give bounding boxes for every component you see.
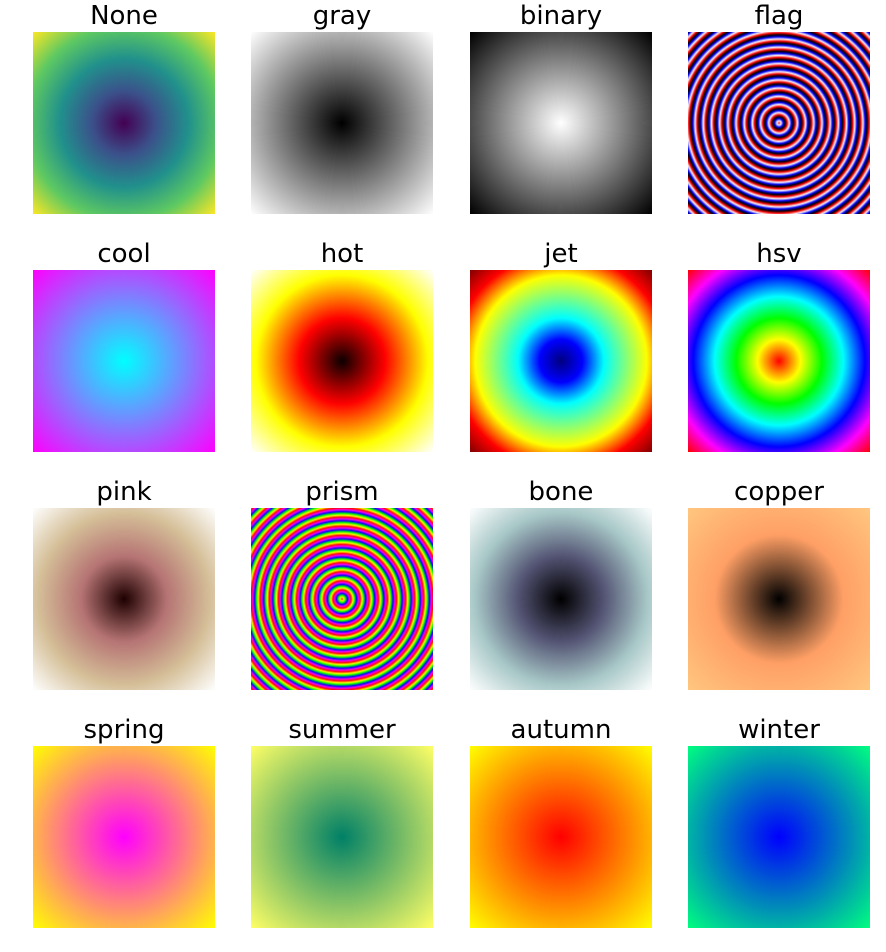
colormap-panel-copper: copper [688, 476, 870, 690]
colormap-image-spring [33, 746, 215, 928]
colormap-panel-cool: cool [33, 238, 215, 452]
panel-title: hot [251, 238, 433, 270]
panel-title: summer [251, 714, 433, 746]
colormap-image-copper [688, 508, 870, 690]
colormap-image-none [33, 32, 215, 214]
colormap-panel-binary: binary [470, 0, 652, 214]
colormap-image-bone [470, 508, 652, 690]
colormap-image-prism [251, 508, 433, 690]
colormap-panel-winter: winter [688, 714, 870, 928]
colormap-image-gray [251, 32, 433, 214]
colormap-panel-hsv: hsv [688, 238, 870, 452]
panel-title: spring [33, 714, 215, 746]
colormap-image-autumn [470, 746, 652, 928]
colormap-panel-jet: jet [470, 238, 652, 452]
panel-title: hsv [688, 238, 870, 270]
colormap-panel-prism: prism [251, 476, 433, 690]
panel-title: flag [688, 0, 870, 32]
colormap-image-pink [33, 508, 215, 690]
panel-title: winter [688, 714, 870, 746]
colormap-panel-pink: pink [33, 476, 215, 690]
colormap-panel-hot: hot [251, 238, 433, 452]
colormap-panel-gray: gray [251, 0, 433, 214]
colormap-panel-summer: summer [251, 714, 433, 928]
colormap-panel-flag: flag [688, 0, 870, 214]
panel-title: bone [470, 476, 652, 508]
colormap-image-binary [470, 32, 652, 214]
panel-title: binary [470, 0, 652, 32]
panel-title: cool [33, 238, 215, 270]
colormap-image-winter [688, 746, 870, 928]
panel-title: prism [251, 476, 433, 508]
colormap-panel-autumn: autumn [470, 714, 652, 928]
colormap-image-hot [251, 270, 433, 452]
panel-title: autumn [470, 714, 652, 746]
colormap-panel-bone: bone [470, 476, 652, 690]
colormap-image-hsv [688, 270, 870, 452]
panel-title: jet [470, 238, 652, 270]
panel-title: pink [33, 476, 215, 508]
colormap-panel-spring: spring [33, 714, 215, 928]
colormap-image-summer [251, 746, 433, 928]
panel-title: copper [688, 476, 870, 508]
colormap-image-flag [688, 32, 870, 214]
colormap-panel-none: None [33, 0, 215, 214]
panel-title: None [33, 0, 215, 32]
colormap-image-jet [470, 270, 652, 452]
panel-title: gray [251, 0, 433, 32]
colormap-image-cool [33, 270, 215, 452]
